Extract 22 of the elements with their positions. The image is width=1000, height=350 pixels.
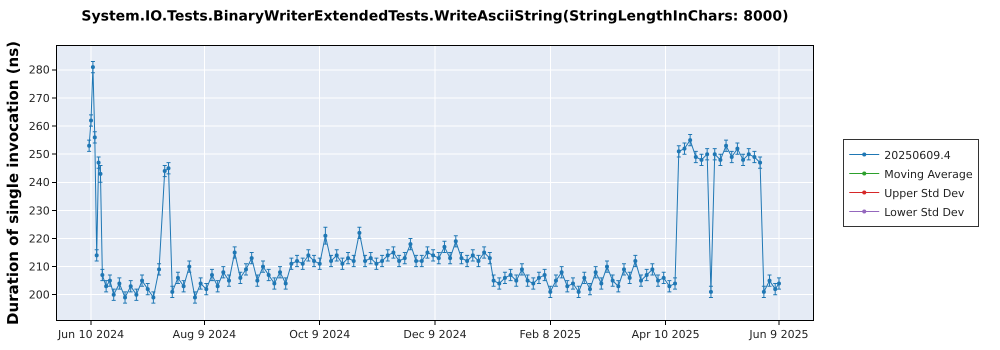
y-tick-label: 250: [28, 148, 50, 162]
legend-label: Lower Std Dev: [884, 206, 965, 219]
x-tick-label: Jun 9 2025: [748, 328, 809, 342]
x-tick-label: Aug 9 2024: [172, 328, 236, 342]
legend-label: Upper Std Dev: [884, 186, 966, 200]
x-tick-label: Oct 9 2024: [289, 328, 350, 342]
legend-label: 20250609.4: [884, 148, 951, 162]
y-tick-label: 270: [28, 92, 50, 105]
x-tick-label: Dec 9 2024: [403, 328, 467, 342]
y-tick-label: 260: [28, 120, 50, 133]
x-tick-label: Jun 10 2024: [56, 328, 124, 342]
y-tick-label: 240: [28, 176, 50, 190]
y-tick-label: 230: [28, 204, 50, 218]
x-tick-label: Apr 10 2025: [632, 328, 700, 342]
chart-title: System.IO.Tests.BinaryWriterExtendedTests.WriteAsciiString(StringLengthInChars: 8000): [81, 8, 789, 24]
y-tick-label: 220: [28, 232, 50, 246]
x-tick-label: Feb 8 2025: [520, 328, 582, 342]
y-axis-title: Duration of single invocation (ns): [4, 41, 22, 325]
y-tick-label: 200: [28, 288, 50, 302]
legend-label: Moving Average: [884, 168, 973, 181]
y-tick-label: 280: [28, 64, 50, 77]
y-tick-label: 210: [28, 260, 50, 274]
